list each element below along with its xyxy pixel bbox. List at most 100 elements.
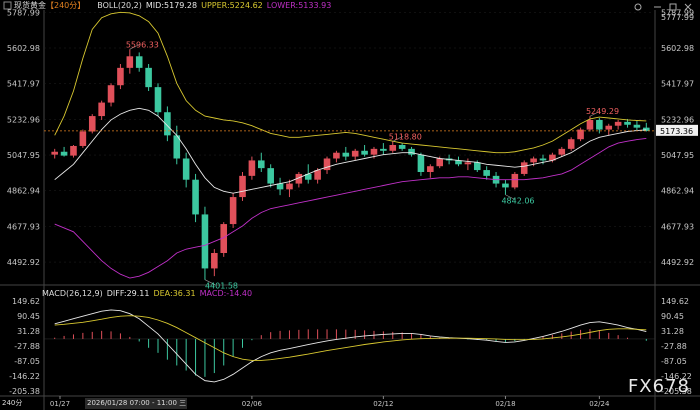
candle-body	[98, 102, 105, 117]
candle-body	[220, 224, 228, 253]
candle-body	[577, 129, 584, 140]
instrument-name[interactable]: 现货黄金	[14, 1, 46, 10]
current-price-tag	[656, 124, 698, 136]
macd-right-tick: 149.62	[661, 297, 689, 306]
price-left-tick: 5787.99	[7, 8, 40, 17]
candle-body	[164, 112, 171, 136]
price-annotation: 4401.58	[205, 282, 238, 291]
indicator-header: 现货黄金【240分】 BOLL(20,2) MID:5179.28 UPPER:522…	[0, 0, 700, 12]
watermark: FX678	[627, 376, 690, 397]
annotation-leader	[129, 44, 140, 50]
candle-body	[530, 158, 537, 163]
candle-body	[398, 145, 406, 149]
boll-upper-line	[54, 11, 647, 154]
macd-header: MACD(26,12,9) DIFF:29.11 DEA:36.31 MACD:-14…	[2, 288, 256, 300]
price-panel: 5596.33 4401.58 5118.80 4842.06 5249.29	[44, 11, 655, 291]
boll-mid-value: MID:5179.28	[145, 1, 198, 10]
close-icon[interactable]	[684, 3, 692, 11]
candle-body	[342, 152, 350, 157]
x-tick-label: 02/06	[242, 400, 263, 408]
annotation-leader	[589, 110, 601, 117]
candle-body	[135, 56, 143, 68]
candle-body	[389, 145, 397, 151]
x-tick-label: 02/24	[589, 400, 610, 408]
candle-body	[88, 116, 96, 132]
candle-body	[145, 67, 152, 88]
instrument-icon[interactable]	[3, 1, 12, 10]
price-left-tick: 5602.98	[7, 44, 40, 53]
candle-body	[567, 139, 575, 149]
candle-body	[351, 150, 359, 157]
candle-body	[295, 173, 303, 184]
candle-body	[502, 183, 509, 188]
macd-macd-value: MACD:-14.40	[199, 289, 253, 298]
candle-body	[314, 170, 321, 180]
window-controls[interactable]	[634, 3, 694, 11]
candle-body	[427, 166, 434, 172]
candle-body	[267, 168, 274, 184]
macd-panel	[54, 309, 647, 383]
macd-indicator-name[interactable]: MACD(26,12,9)	[42, 289, 103, 298]
candle-body	[126, 56, 134, 68]
boll-mid-line	[54, 107, 647, 194]
candle-body	[464, 162, 472, 165]
macd-left-tick: -146.22	[9, 372, 40, 381]
macd-right-tick: -27.88	[661, 342, 687, 351]
macd-left-tick: -87.05	[14, 357, 40, 366]
candle-body	[333, 152, 340, 159]
macd-left-tick: -205.38	[9, 387, 40, 396]
macd-left-tick: 31.28	[17, 327, 40, 336]
candle-body	[229, 197, 237, 225]
macd-left-tick: 90.45	[17, 312, 40, 321]
price-left-tick: 5417.97	[7, 80, 40, 89]
axes: 5787.99 5787.99 5602.98 5602.98 5417.97 5417.…	[3, 1, 698, 408]
candle-body	[614, 121, 622, 126]
candle-body	[117, 67, 124, 86]
candle-body	[60, 151, 68, 156]
candle-body	[417, 154, 425, 172]
candle-body	[539, 158, 547, 161]
price-annotation: 5118.80	[389, 132, 422, 141]
price-annotation: 5249.29	[586, 107, 619, 116]
annotation-leader	[505, 194, 516, 201]
macd-right-tick: -146.22	[661, 372, 692, 381]
candle-body	[239, 175, 246, 198]
candle-body	[370, 148, 378, 155]
indicator-name[interactable]: BOLL(20,2)	[97, 1, 142, 10]
candle-body	[473, 162, 481, 171]
price-right-tick: 5417.97	[661, 80, 694, 89]
grid	[0, 10, 700, 410]
price-left-tick: 5047.95	[7, 151, 40, 160]
candle-body	[70, 145, 77, 156]
candle-body	[79, 131, 87, 146]
expand-icon[interactable]	[669, 3, 677, 11]
candle-body	[323, 158, 331, 171]
footer-timeframe: 240分	[2, 399, 23, 407]
candle-body	[558, 148, 566, 155]
macd-left-tick: -27.88	[14, 342, 40, 351]
timeframe-label[interactable]: 【240分】	[46, 1, 86, 10]
candle-body	[286, 183, 293, 190]
candle-body	[483, 170, 490, 176]
boll-lower-line	[54, 137, 647, 279]
boll-lower-value: LOWER:5133.93	[266, 1, 332, 10]
candle-body	[643, 127, 650, 131]
candle-body	[51, 151, 58, 155]
price-left-tick: 4677.93	[7, 222, 40, 231]
macd-left-tick: 149.62	[12, 297, 40, 306]
cursor-time-label: 2026/01/28 07:00 - 11:00 三	[85, 398, 187, 409]
settings-icon[interactable]	[634, 3, 642, 11]
candle-body	[201, 214, 209, 269]
candle-body	[596, 119, 603, 130]
price-right-tick: 5232.96	[661, 115, 694, 124]
candle-body	[107, 85, 115, 103]
candle-body	[304, 173, 312, 180]
candle-body	[248, 160, 256, 176]
boll-upper-value: UPPER:5224.62	[201, 1, 263, 10]
current-price-label: 5173.36	[660, 127, 693, 136]
price-left-tick: 5232.96	[7, 115, 40, 124]
candle-body	[455, 160, 462, 165]
candle-body	[605, 125, 613, 130]
